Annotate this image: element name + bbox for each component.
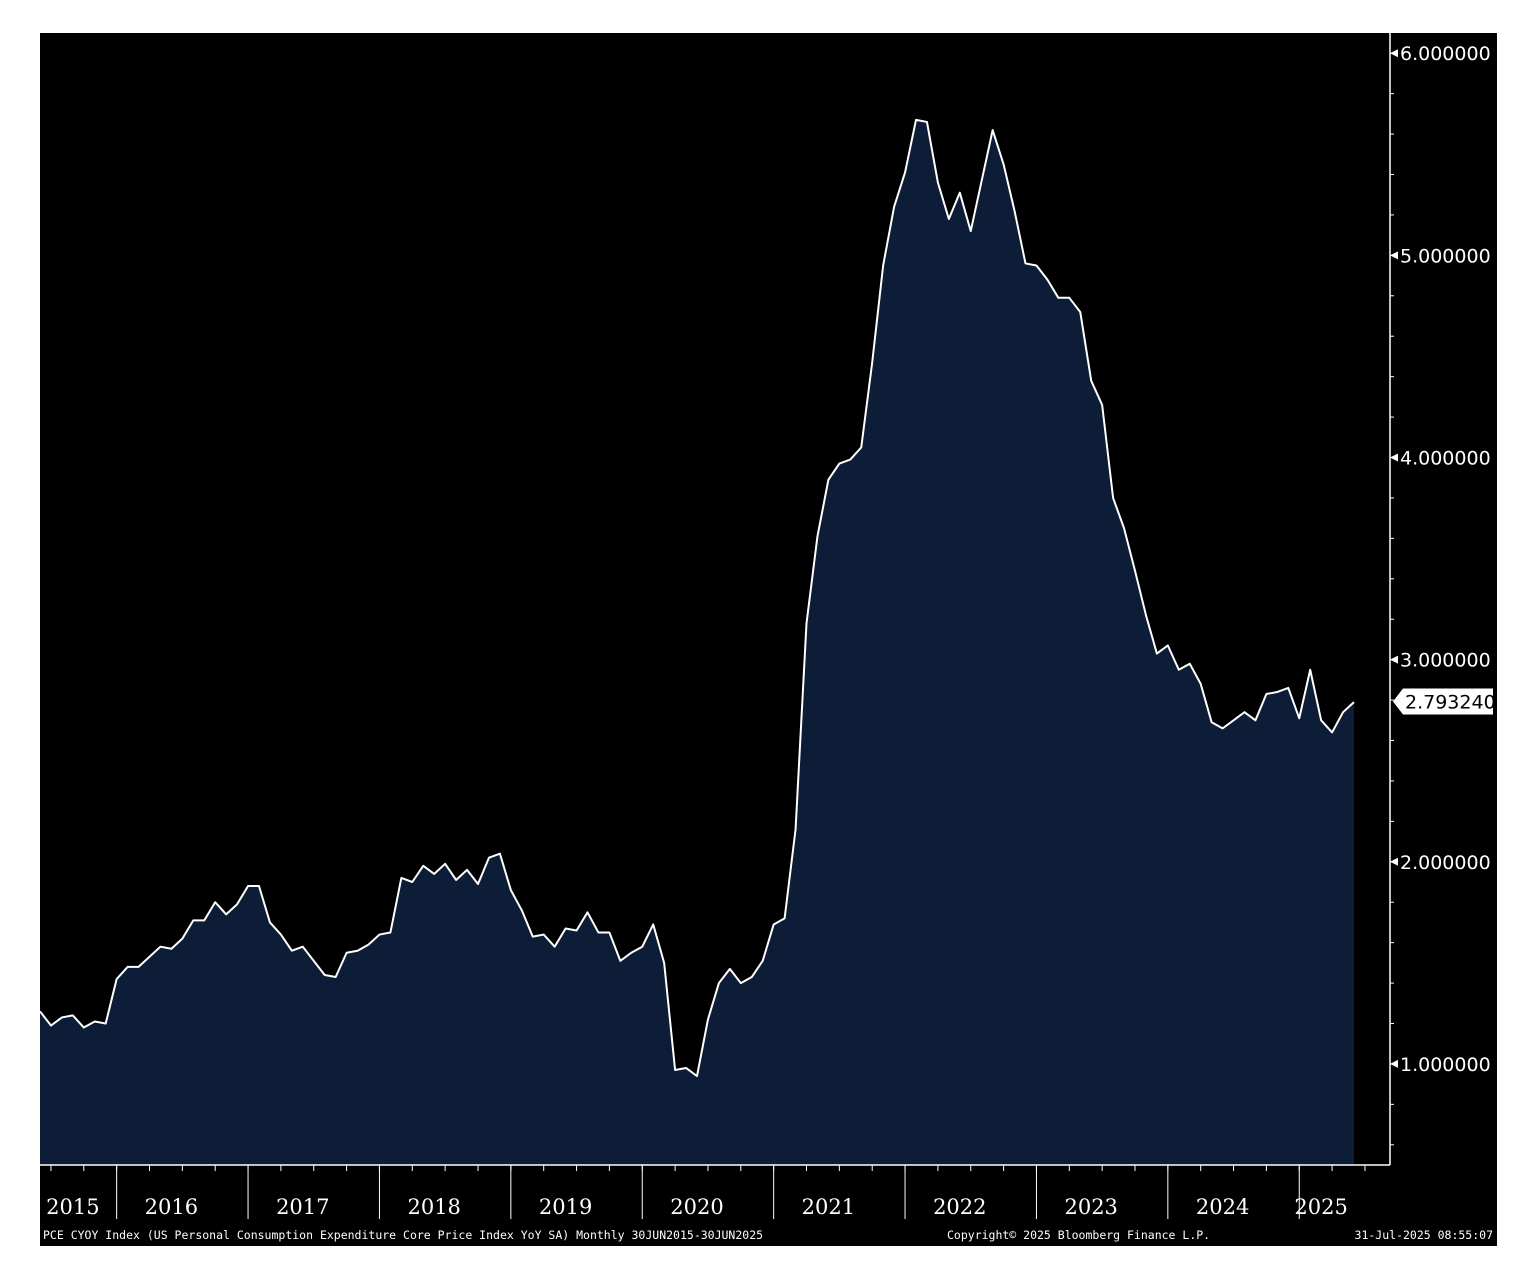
plot-area	[39, 118, 1355, 1165]
y-axis: 1.000000 2.000000 3.000000 4.000000 5.000000…	[1389, 33, 1491, 1165]
last-value-box	[1393, 688, 1493, 715]
last-value-marker: 2.793240	[1393, 688, 1496, 715]
y-major-tick-1	[1390, 1059, 1398, 1068]
x-tick-label-2020: 2020	[670, 1195, 723, 1219]
footer: PCE CYOY Index (US Personal Consumption …	[43, 1228, 1493, 1242]
y-major-tick-4	[1390, 453, 1398, 462]
y-tick-label-1: 1.000000	[1400, 1054, 1491, 1076]
footer-copyright: Copyright© 2025 Bloomberg Finance L.P.	[947, 1228, 1210, 1242]
x-tick-label-2025: 2025	[1294, 1195, 1347, 1219]
x-tick-label-2024: 2024	[1196, 1195, 1249, 1219]
x-tick-label-2017: 2017	[276, 1195, 329, 1219]
y-major-tick-2	[1390, 857, 1398, 866]
y-tick-label-5: 5.000000	[1400, 245, 1491, 267]
last-value-label: 2.793240	[1405, 691, 1496, 713]
y-tick-label-3: 3.000000	[1400, 650, 1491, 672]
footer-timestamp: 31-Jul-2025 08:55:07	[1355, 1228, 1494, 1242]
y-tick-label-6: 6.000000	[1400, 43, 1491, 65]
x-axis: 2015 2016 2017 2018 2019 2020 2021 2022 2023 2024…	[40, 1164, 1390, 1219]
y-major-tick-3	[1390, 655, 1398, 664]
x-tick-label-2018: 2018	[407, 1195, 460, 1219]
x-tick-label-2021: 2021	[802, 1195, 855, 1219]
x-tick-label-2015: 2015	[46, 1195, 99, 1219]
x-tick-label-2019: 2019	[539, 1195, 592, 1219]
x-tick-label-2023: 2023	[1064, 1195, 1117, 1219]
footer-series-description: PCE CYOY Index (US Personal Consumption …	[43, 1228, 763, 1242]
series-area	[40, 119, 1354, 1165]
y-major-tick-5	[1390, 251, 1398, 260]
y-tick-label-4: 4.000000	[1400, 448, 1491, 470]
y-tick-label-2: 2.000000	[1400, 852, 1491, 874]
y-major-tick-6	[1390, 49, 1398, 58]
x-tick-label-2016: 2016	[145, 1195, 198, 1219]
x-tick-label-2022: 2022	[933, 1195, 986, 1219]
